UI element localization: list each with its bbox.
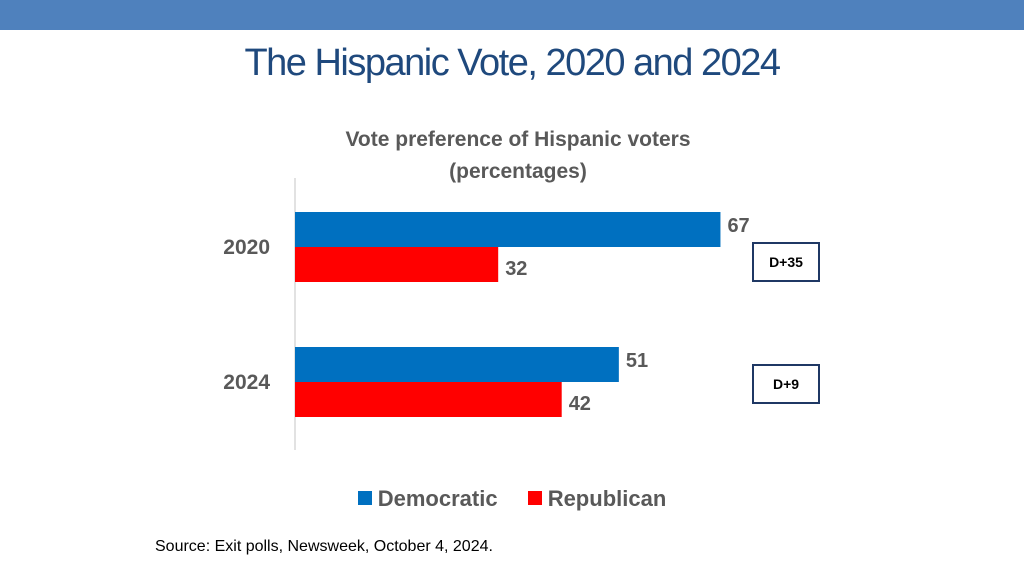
bar-democratic-2024 xyxy=(295,347,619,382)
data-label-republican-2024: 42 xyxy=(569,393,591,415)
difference-box-2020: D+35 xyxy=(752,242,820,282)
bar-republican-2024 xyxy=(295,382,562,417)
chart-title-block: Vote preference of Hispanic voters (perc… xyxy=(268,124,768,188)
category-label-2024: 2024 xyxy=(223,371,270,394)
bar-republican-2020 xyxy=(295,247,499,282)
legend-item-republican: Republican xyxy=(527,484,667,514)
bar-democratic-2020 xyxy=(295,212,721,247)
source-note: Source: Exit polls, Newsweek, October 4,… xyxy=(155,538,493,555)
legend-swatch-republican xyxy=(527,491,542,505)
legend-item-democratic: Democratic xyxy=(357,484,498,514)
slide-title: The Hispanic Vote, 2020 and 2024 xyxy=(244,42,781,84)
category-label-2020: 2020 xyxy=(223,236,270,259)
data-label-democratic-2020: 67 xyxy=(727,215,749,237)
header-band xyxy=(0,0,1024,30)
difference-box-2024: D+9 xyxy=(752,364,820,404)
chart-subtitle: (percentages) xyxy=(449,160,587,183)
data-label-republican-2020: 32 xyxy=(505,258,527,280)
data-label-democratic-2024: 51 xyxy=(626,350,648,372)
legend: Democratic Republican xyxy=(0,484,1024,514)
legend-label-democratic: Democratic xyxy=(377,486,498,511)
legend-swatch-democratic xyxy=(357,491,372,505)
chart-title: Vote preference of Hispanic voters xyxy=(345,128,691,151)
legend-label-republican: Republican xyxy=(547,486,667,511)
